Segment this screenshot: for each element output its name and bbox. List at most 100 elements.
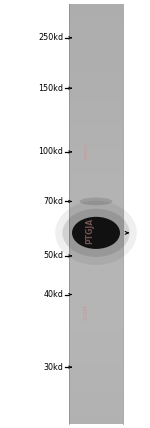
Bar: [69, 160, 123, 162]
Bar: [69, 340, 123, 342]
Bar: [69, 422, 123, 424]
Bar: [69, 312, 123, 315]
Bar: [69, 415, 123, 417]
Bar: [69, 95, 123, 97]
Bar: [69, 25, 123, 27]
Bar: [69, 162, 123, 163]
Bar: [69, 203, 123, 205]
Bar: [69, 233, 123, 235]
Bar: [69, 191, 123, 193]
Bar: [69, 342, 123, 344]
Bar: [69, 113, 123, 116]
Bar: [69, 325, 123, 327]
Bar: [69, 218, 123, 220]
Bar: [69, 59, 123, 61]
Bar: [69, 327, 123, 330]
Bar: [69, 258, 123, 260]
Bar: [69, 86, 123, 88]
Bar: [69, 229, 123, 231]
Bar: [69, 279, 123, 281]
Bar: [69, 193, 123, 195]
Bar: [69, 143, 123, 145]
Bar: [69, 417, 123, 419]
Bar: [69, 105, 123, 107]
Bar: [69, 199, 123, 202]
Bar: [69, 283, 123, 285]
Bar: [69, 4, 123, 6]
Bar: [69, 323, 123, 325]
Bar: [69, 380, 123, 382]
Bar: [69, 88, 123, 90]
Bar: [69, 304, 123, 306]
Ellipse shape: [72, 217, 120, 249]
Bar: [69, 260, 123, 262]
Bar: [69, 44, 123, 46]
Bar: [69, 48, 123, 51]
Bar: [69, 27, 123, 30]
Bar: [69, 262, 123, 265]
Bar: [69, 71, 123, 74]
Bar: [69, 30, 123, 32]
Bar: [69, 74, 123, 76]
Bar: [69, 118, 123, 119]
Bar: [69, 99, 123, 101]
Bar: [69, 413, 123, 415]
Bar: [69, 369, 123, 372]
Bar: [69, 336, 123, 338]
Bar: [69, 289, 123, 291]
Bar: [69, 6, 123, 9]
Bar: [69, 357, 123, 359]
Bar: [69, 205, 123, 208]
Bar: [69, 61, 123, 63]
Bar: [69, 237, 123, 239]
Bar: [69, 398, 123, 401]
Bar: [69, 246, 123, 247]
Text: 30kd: 30kd: [43, 363, 63, 372]
Text: 70kd: 70kd: [43, 197, 63, 206]
Bar: [69, 270, 123, 273]
Bar: [69, 372, 123, 373]
Bar: [69, 23, 123, 25]
Bar: [69, 315, 123, 317]
Bar: [69, 231, 123, 233]
Bar: [69, 17, 123, 19]
Bar: [69, 90, 123, 92]
Bar: [69, 21, 123, 23]
Bar: [69, 288, 123, 289]
Bar: [69, 53, 123, 55]
Bar: [69, 184, 123, 187]
Bar: [69, 235, 123, 237]
Bar: [69, 338, 123, 340]
Bar: [69, 384, 123, 386]
Bar: [69, 294, 123, 296]
Bar: [69, 226, 123, 229]
Bar: [69, 250, 123, 252]
Bar: [69, 92, 123, 95]
Bar: [69, 82, 123, 84]
Bar: [69, 244, 123, 246]
Text: 40kd: 40kd: [43, 290, 63, 299]
Bar: [69, 382, 123, 384]
Bar: [69, 15, 123, 17]
Bar: [69, 350, 123, 352]
Bar: [69, 176, 123, 178]
Bar: [69, 285, 123, 288]
Bar: [69, 32, 123, 34]
Bar: [69, 174, 123, 176]
Text: www.: www.: [84, 141, 89, 159]
Text: 150kd: 150kd: [38, 83, 63, 93]
Bar: [69, 373, 123, 375]
Bar: [69, 321, 123, 323]
Bar: [69, 220, 123, 223]
Text: 100kd: 100kd: [38, 147, 63, 156]
Bar: [69, 151, 123, 153]
Bar: [69, 224, 123, 226]
Bar: [69, 36, 123, 38]
Bar: [69, 63, 123, 65]
Bar: [69, 401, 123, 403]
Bar: [69, 67, 123, 69]
Bar: [69, 256, 123, 258]
Bar: [69, 147, 123, 149]
Bar: [69, 166, 123, 168]
Bar: [69, 223, 123, 225]
